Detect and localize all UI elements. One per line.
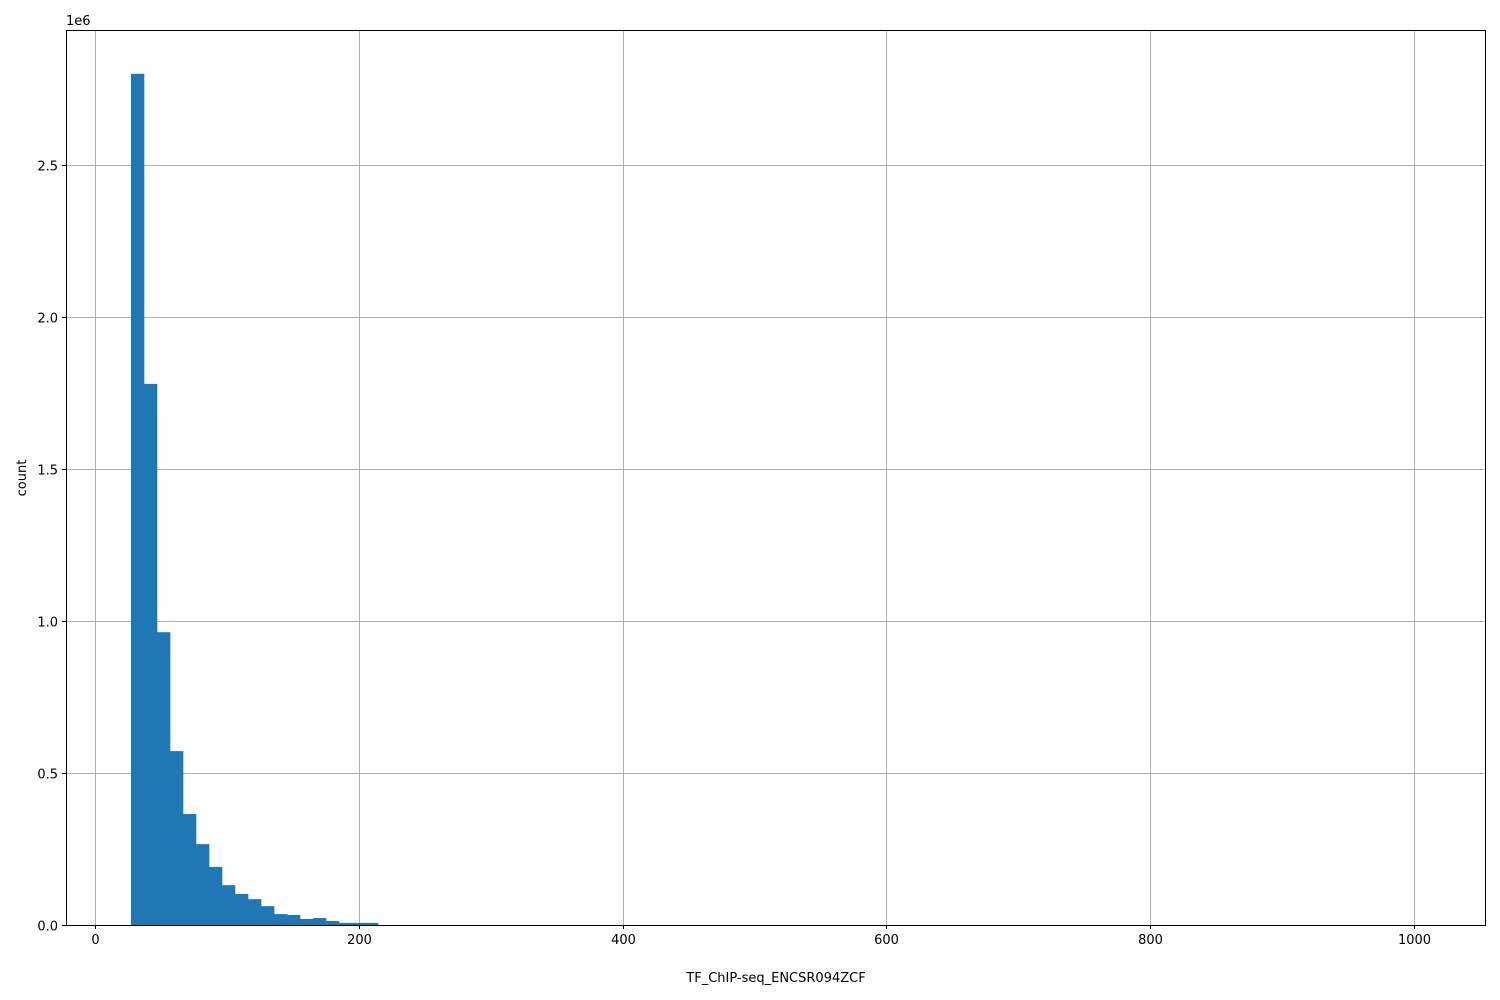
histogram-bar	[352, 922, 366, 925]
histogram-bar	[196, 844, 210, 925]
y-tick-label: 0.5	[37, 768, 58, 783]
y-axis-label: count	[15, 460, 30, 497]
histogram-bar	[170, 751, 184, 925]
y-tick-label: 1.5	[37, 464, 58, 479]
y-tick-label: 2.5	[37, 160, 58, 175]
y-tick-label: 1.0	[37, 616, 58, 631]
x-tick-label: 400	[611, 933, 636, 948]
y-tick-label: 2.0	[37, 312, 58, 327]
histogram-bar	[326, 921, 340, 925]
histogram-bar	[235, 893, 249, 925]
x-tick-label: 600	[874, 933, 899, 948]
grid	[66, 30, 1485, 926]
histogram-bar	[144, 383, 158, 925]
x-tick-label: 0	[91, 933, 99, 948]
x-axis-label: TF_ChIP-seq_ENCSR094ZCF	[685, 971, 865, 986]
histogram-bar	[300, 918, 314, 925]
x-tick-label: 800	[1138, 933, 1163, 948]
histogram-bar	[131, 73, 145, 926]
histogram-bar	[183, 814, 197, 925]
histogram-bar	[287, 914, 301, 925]
y-offset-label: 1e6	[66, 14, 91, 29]
histogram-bar	[261, 906, 275, 925]
y-axis-ticks: 0.0 0.5 1.0 1.5 2.0 2.5	[37, 160, 66, 935]
y-tick-label: 0.0	[37, 920, 58, 935]
bars	[131, 73, 379, 926]
x-tick-label: 1000	[1398, 933, 1431, 948]
histogram-bar	[209, 866, 223, 925]
histogram-bar	[274, 914, 288, 925]
x-tick-label: 200	[347, 933, 372, 948]
histogram-bar	[248, 899, 262, 925]
histogram-bar	[157, 632, 171, 925]
histogram-bar	[313, 918, 327, 925]
x-axis-ticks: 0 200 400 600 800 1000	[91, 925, 1431, 948]
histogram-bar	[365, 922, 379, 925]
histogram-bar	[222, 885, 236, 925]
plot-frame	[66, 30, 1486, 926]
histogram-bar	[339, 922, 353, 925]
